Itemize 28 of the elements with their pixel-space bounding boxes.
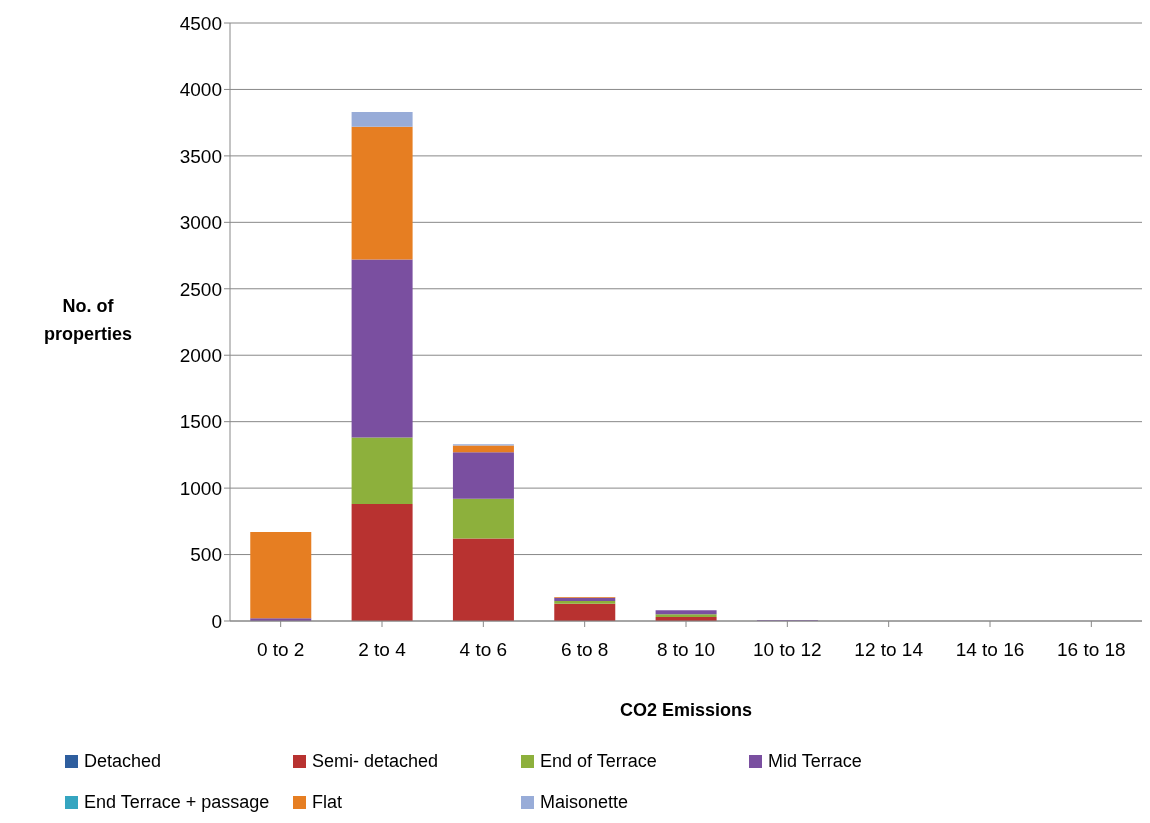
x-tick-label: 8 to 10 bbox=[656, 639, 716, 661]
legend-label: Detached bbox=[83, 751, 163, 772]
legend-label: Semi- detached bbox=[311, 751, 440, 772]
x-tick-label: 14 to 16 bbox=[955, 639, 1025, 661]
legend-label: Mid Terrace bbox=[767, 751, 863, 772]
y-tick-label: 2500 bbox=[179, 278, 222, 300]
y-tick-label: 1500 bbox=[179, 411, 222, 433]
y-tick-label: 500 bbox=[190, 544, 222, 566]
y-tick-label: 2000 bbox=[179, 344, 222, 366]
x-tick-label: 0 to 2 bbox=[256, 639, 305, 661]
x-axis-title: CO2 Emissions bbox=[619, 700, 753, 720]
legend-label: Flat bbox=[311, 792, 343, 813]
x-tick-label: 16 to 18 bbox=[1057, 639, 1126, 661]
y-tick-label: 3500 bbox=[179, 145, 222, 167]
y-tick-label: 4000 bbox=[179, 79, 222, 101]
x-tick-label: 6 to 8 bbox=[560, 639, 609, 661]
x-tick-label: 12 to 14 bbox=[854, 639, 924, 661]
legend-label: End Terrace + passage bbox=[83, 792, 271, 813]
legend-label: End of Terrace bbox=[539, 751, 658, 772]
y-tick-label: 3000 bbox=[179, 212, 222, 234]
legend-label: Maisonette bbox=[539, 792, 630, 813]
y-tick-label: 0 bbox=[211, 610, 222, 632]
x-tick-label: 2 to 4 bbox=[358, 639, 407, 661]
y-tick-label: 1000 bbox=[179, 477, 222, 499]
x-tick-label: 4 to 6 bbox=[459, 639, 508, 661]
x-tick-label: 10 to 12 bbox=[753, 639, 822, 661]
y-tick-label: 4500 bbox=[179, 12, 222, 34]
y-axis-title: No. of properties bbox=[43, 296, 133, 344]
